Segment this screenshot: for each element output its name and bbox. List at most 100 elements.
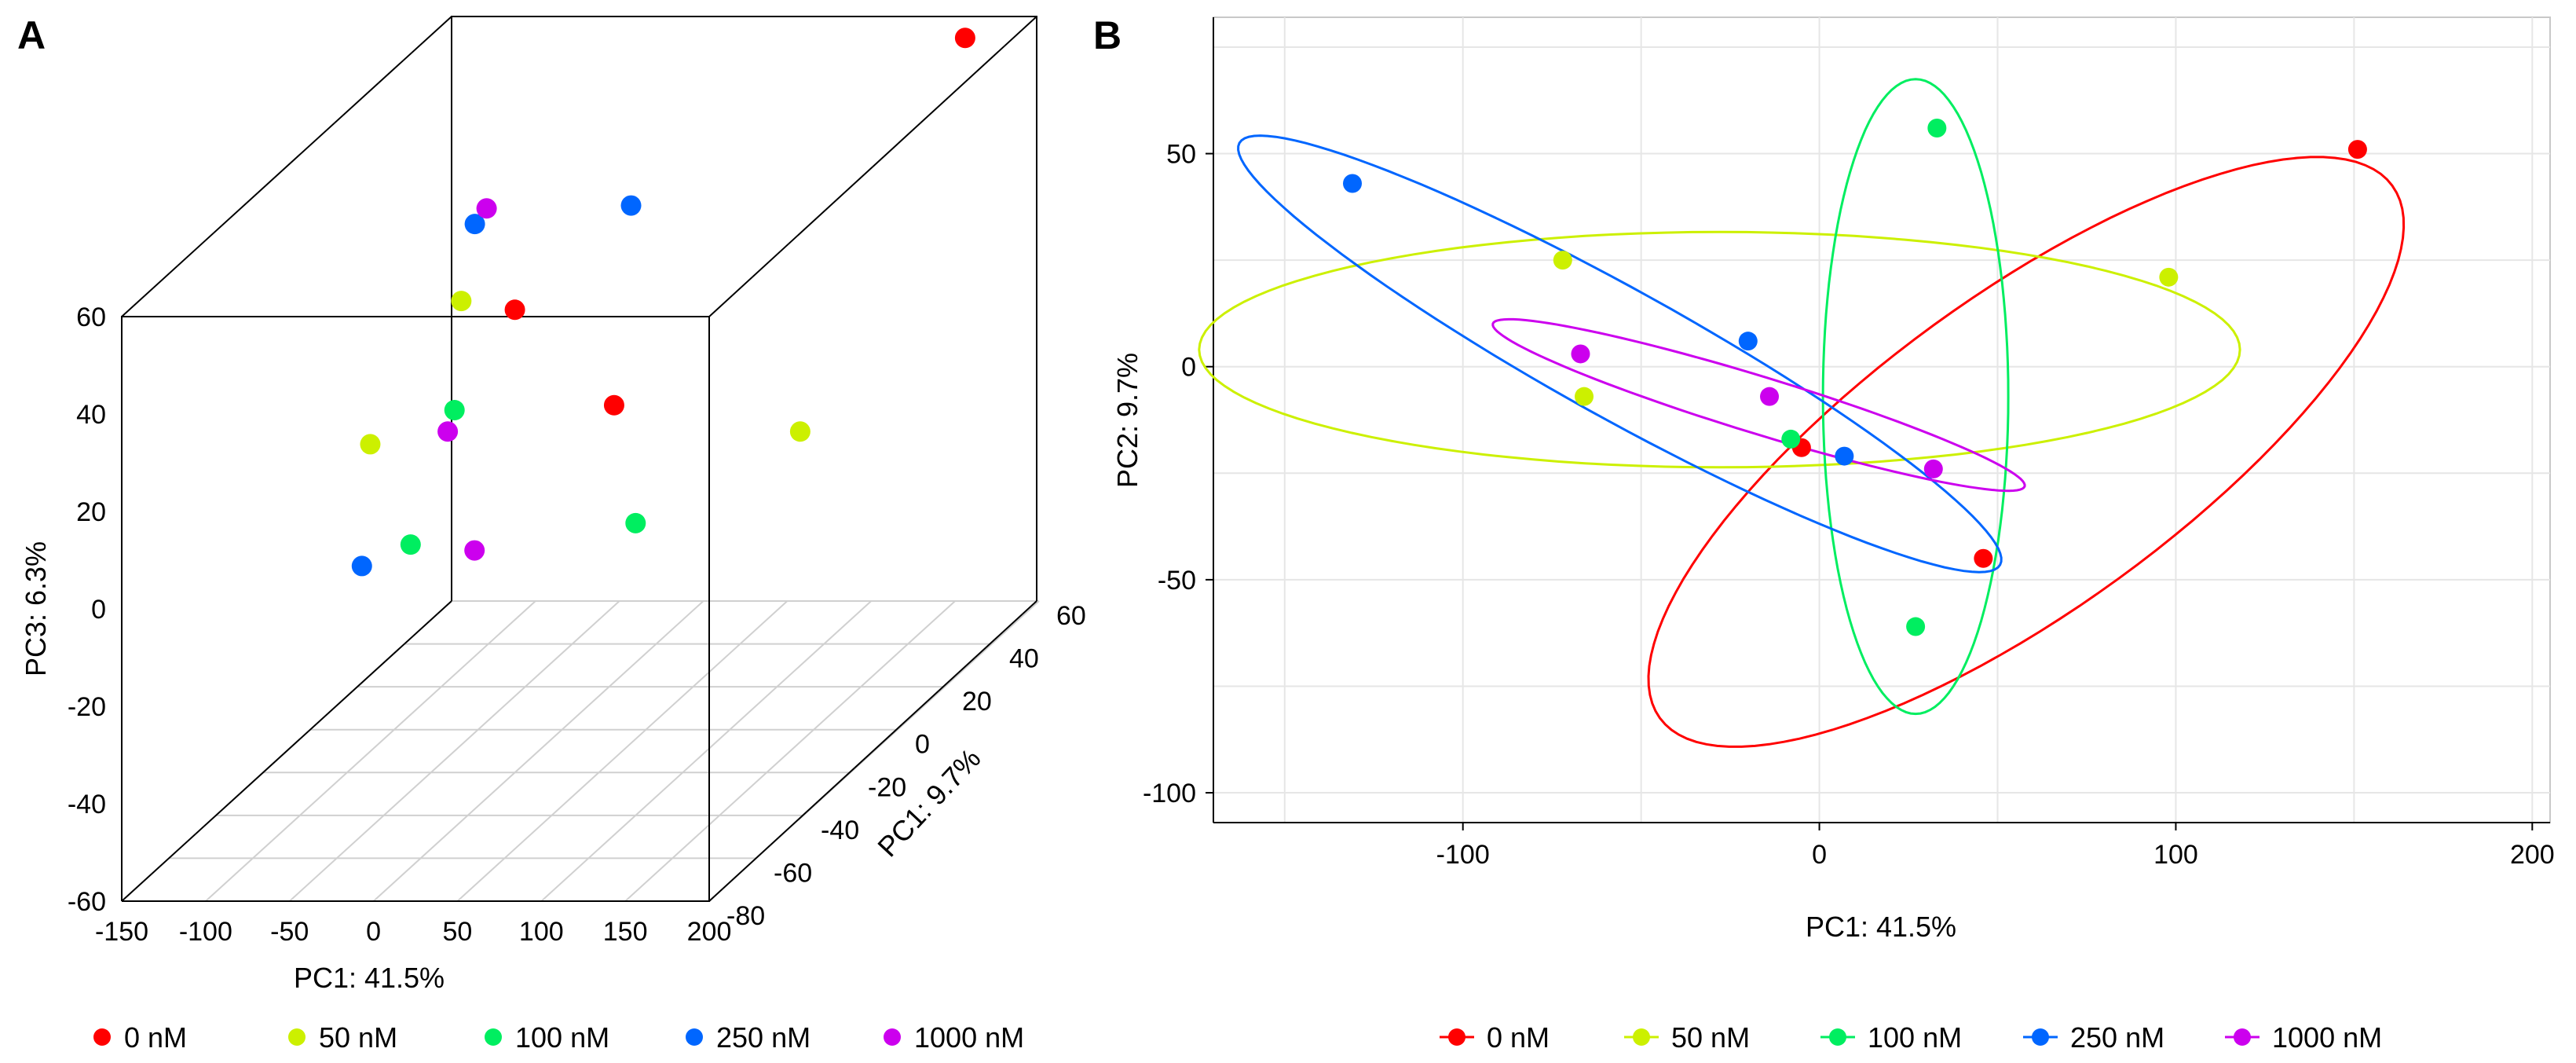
panel-a-point-50-nm bbox=[451, 291, 472, 312]
panel-b-points bbox=[1343, 119, 2367, 636]
panel-a-legend-label-50-nm: 50 nM bbox=[319, 1021, 397, 1054]
panel-b-label: B bbox=[1093, 13, 1122, 57]
panel-a-z-tick-label: 40 bbox=[76, 400, 106, 430]
panel-a-legend-label-100-nm: 100 nM bbox=[515, 1021, 609, 1054]
panel-b-point-1000-nm bbox=[1923, 459, 1943, 478]
panel-a-floor-gridline-x bbox=[372, 600, 704, 902]
panel-a-3d-scatter: A -60 -40 -20 0 20 40 60 -150 -100 -50 0 50 100 150 2… bbox=[17, 13, 1086, 1054]
panel-a-y-tick-label: 40 bbox=[1009, 644, 1039, 674]
panel-a-x-tick-label: -50 bbox=[270, 917, 309, 947]
panel-a-edge-top-right bbox=[708, 16, 1037, 317]
panel-b-point-250-nm bbox=[1835, 446, 1854, 466]
panel-a-floor-gridline-x bbox=[456, 600, 789, 902]
panel-a-point-0-nm bbox=[603, 394, 624, 416]
panel-a-points bbox=[351, 27, 975, 577]
panel-b-x-ticks: -100 0 100 200 bbox=[1436, 840, 2555, 870]
panel-b-point-250-nm bbox=[1738, 332, 1758, 351]
panel-b-point-50-nm bbox=[1575, 387, 1594, 406]
panel-a-point-50-nm bbox=[789, 421, 810, 442]
panel-b-legend-label-250-nm: 250 nM bbox=[2070, 1021, 2164, 1054]
panel-a-point-1000-nm bbox=[476, 198, 497, 219]
panel-a-legend-marker-50-nm bbox=[288, 1028, 306, 1046]
panel-a-point-50-nm bbox=[360, 434, 381, 455]
panel-a-point-1000-nm bbox=[464, 540, 485, 561]
panel-a-x-tick-label: 150 bbox=[603, 917, 648, 947]
panel-a-z-tick-label: 0 bbox=[91, 595, 106, 625]
panel-a-z-tick-label: 20 bbox=[76, 497, 106, 527]
panel-b-legend-label-50-nm: 50 nM bbox=[1671, 1021, 1750, 1054]
panel-a-x-tick-label: -150 bbox=[95, 917, 148, 947]
panel-b-2d-scatter: B -100 0 100 200 -100 -50 0 50 PC1: 41.5% PC2:… bbox=[1093, 13, 2555, 1054]
panel-b-ellipse-0-nm bbox=[1647, 156, 2406, 748]
panel-a-floor-gridline-x bbox=[205, 600, 536, 902]
panel-a-point-100-nm bbox=[625, 512, 646, 533]
panel-b-legend: 0 nM 50 nM 100 nM 250 nM 1000 nM bbox=[1440, 1021, 2382, 1054]
panel-b-point-250-nm bbox=[1343, 174, 1363, 193]
panel-b-legend-label-0-nm: 0 nM bbox=[1487, 1021, 1550, 1054]
panel-a-z-ticks: -60 -40 -20 0 20 40 60 bbox=[68, 302, 106, 917]
panel-b-y-tick-label: -50 bbox=[1158, 566, 1196, 596]
panel-a-legend-marker-100-nm bbox=[485, 1028, 502, 1046]
panel-a-floor-gridline-x bbox=[289, 600, 620, 902]
panel-b-y-tick-label: 0 bbox=[1181, 353, 1196, 383]
panel-b-y-axis-title: PC2: 9.7% bbox=[1111, 353, 1143, 488]
panel-a-legend-label-0-nm: 0 nM bbox=[124, 1021, 187, 1054]
panel-b-legend-label-100-nm: 100 nM bbox=[1868, 1021, 1962, 1054]
panel-a-x-axis-title: PC1: 41.5% bbox=[294, 962, 445, 994]
panel-b-legend-marker-0-nm bbox=[1448, 1028, 1465, 1046]
panel-a-point-250-nm bbox=[464, 214, 485, 235]
panel-b-ellipse-250-nm bbox=[1237, 134, 2003, 574]
panel-b-point-0-nm bbox=[1974, 548, 1993, 568]
panel-b-legend-marker-250-nm bbox=[2032, 1028, 2049, 1046]
panel-a-x-tick-label: 100 bbox=[519, 917, 564, 947]
panel-b-point-100-nm bbox=[1781, 429, 1801, 449]
panel-a-y-ticks: -80 -60 -40 -20 0 20 40 60 bbox=[726, 601, 1086, 931]
panel-a-point-1000-nm bbox=[437, 421, 459, 442]
panel-a-floor-gridline-x bbox=[624, 600, 956, 902]
panel-a-legend-label-250-nm: 250 nM bbox=[716, 1021, 810, 1054]
panel-a-y-axis-title: PC1: 9.7% bbox=[871, 742, 986, 863]
panel-a-x-tick-label: 200 bbox=[687, 917, 732, 947]
panel-a-x-tick-label: 0 bbox=[366, 917, 381, 947]
panel-a-x-tick-label: 50 bbox=[443, 917, 473, 947]
panel-a-y-tick-label: -20 bbox=[868, 772, 906, 802]
panel-b-ellipses bbox=[1198, 78, 2406, 748]
panel-b-x-tick-label: 0 bbox=[1812, 840, 1827, 870]
panel-b-point-100-nm bbox=[1906, 617, 1926, 636]
panel-a-edge-bottom-left bbox=[121, 600, 452, 902]
panel-a-y-tick-label: 60 bbox=[1056, 601, 1086, 631]
panel-b-x-tick-label: 200 bbox=[2510, 840, 2555, 870]
panel-a-legend-marker-0-nm bbox=[93, 1028, 111, 1046]
panel-a-floor-grid bbox=[121, 600, 1040, 902]
panel-b-ellipse-50-nm bbox=[1198, 230, 2241, 469]
panel-b-ellipse-1000-nm bbox=[1491, 317, 2026, 493]
panel-b-grid bbox=[1213, 17, 2550, 823]
panel-a-point-0-nm bbox=[504, 299, 525, 321]
panel-a-point-250-nm bbox=[620, 195, 642, 216]
panel-a-legend-marker-250-nm bbox=[686, 1028, 703, 1046]
panel-a-y-tick-label: -40 bbox=[821, 816, 859, 845]
panel-a-z-tick-label: -40 bbox=[68, 790, 106, 819]
panel-a-point-100-nm bbox=[400, 534, 421, 555]
panel-b-legend-label-1000-nm: 1000 nM bbox=[2272, 1021, 2382, 1054]
panel-a-z-tick-label: -60 bbox=[68, 887, 106, 917]
panel-a-box-frame bbox=[121, 16, 1037, 902]
panel-b-x-tick-label: 100 bbox=[2153, 840, 2198, 870]
panel-a-z-tick-label: -20 bbox=[68, 692, 106, 722]
panel-b-point-50-nm bbox=[2159, 267, 2179, 287]
panel-a-z-axis-title: PC3: 6.3% bbox=[20, 541, 52, 676]
panel-a-x-tick-label: -100 bbox=[179, 917, 232, 947]
panel-a-edge-bottom-right bbox=[708, 600, 1037, 902]
panel-a-y-tick-label: 20 bbox=[962, 687, 992, 717]
panel-b-y-tick-label: -100 bbox=[1143, 779, 1196, 808]
panel-a-legend-label-1000-nm: 1000 nM bbox=[914, 1021, 1024, 1054]
panel-a-y-tick-label: 0 bbox=[915, 730, 930, 760]
panel-b-y-ticks: -100 -50 0 50 bbox=[1143, 140, 1196, 808]
panel-a-point-0-nm bbox=[954, 27, 975, 49]
panel-a-back-edges bbox=[451, 16, 1037, 601]
panel-a-x-ticks: -150 -100 -50 0 50 100 150 200 bbox=[95, 917, 731, 947]
panel-b-legend-marker-100-nm bbox=[1829, 1028, 1846, 1046]
panel-b-point-0-nm bbox=[2347, 140, 2367, 159]
panel-b-point-50-nm bbox=[1553, 251, 1572, 270]
